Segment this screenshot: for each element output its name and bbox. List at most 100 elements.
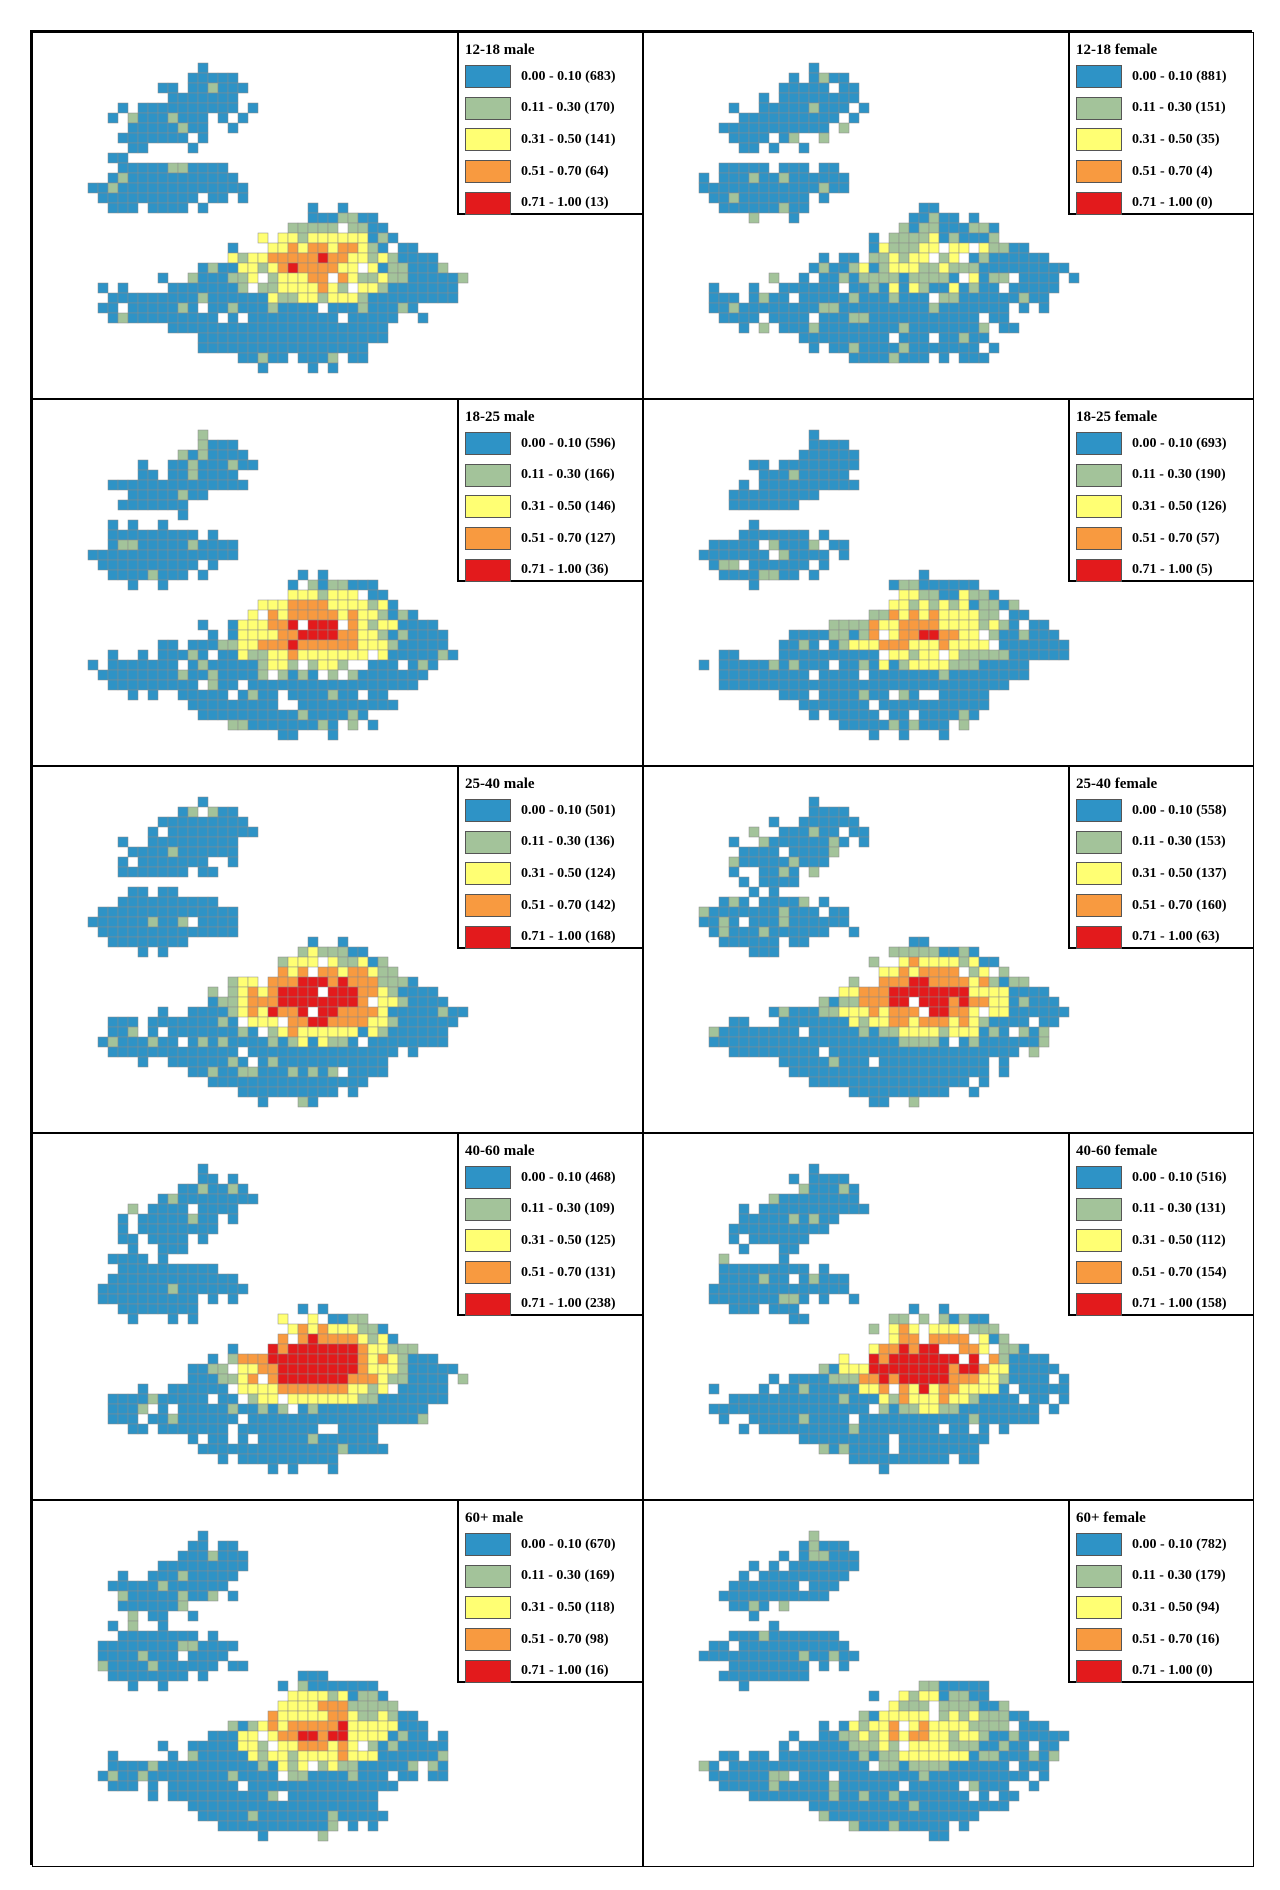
- map-cell-class-1: [397, 302, 409, 314]
- map-cell-class-0: [157, 1590, 169, 1602]
- map-cell-class-0: [828, 1036, 840, 1048]
- map-cell-class-0: [938, 212, 950, 224]
- map-cell-class-3: [968, 1373, 980, 1385]
- legend-range: 0.11 - 0.30: [1132, 467, 1192, 483]
- map-cell-class-0: [187, 1560, 199, 1572]
- map-cell-class-2: [267, 1750, 279, 1762]
- legend: 18-25 male 0.00 - 0.10 (596) 0.11 - 0.30 …: [457, 400, 642, 582]
- map-cell-class-0: [888, 579, 900, 591]
- map-cell-class-0: [387, 302, 399, 314]
- map-cell-class-1: [718, 916, 730, 928]
- map-cell-class-0: [938, 709, 950, 721]
- map-cell-class-0: [327, 322, 339, 334]
- map-cell-class-2: [297, 282, 309, 294]
- map-cell-class-2: [928, 956, 940, 968]
- map-cell-class-3: [297, 1383, 309, 1395]
- map-cell-class-0: [217, 1383, 229, 1395]
- map-cell-class-0: [988, 1730, 1000, 1742]
- map-cell-class-2: [978, 1343, 990, 1355]
- map-cell-class-0: [1018, 1403, 1030, 1415]
- map-cell-class-2: [227, 252, 239, 264]
- map-cell-class-0: [137, 1383, 149, 1395]
- map-cell-class-0: [307, 1680, 319, 1692]
- map-cell-class-0: [157, 1560, 169, 1572]
- map-cell-class-1: [1018, 996, 1030, 1008]
- map-cell-class-0: [217, 1046, 229, 1058]
- map-cell-class-0: [187, 1650, 199, 1662]
- map-cell-class-0: [327, 1443, 339, 1455]
- map-cell-class-0: [217, 1750, 229, 1762]
- map-cell-class-0: [998, 629, 1010, 641]
- map-cell-class-0: [437, 1016, 449, 1028]
- map-cell-class-0: [317, 1413, 329, 1425]
- map-cell-class-0: [347, 1036, 359, 1048]
- map-cell-class-3: [267, 1710, 279, 1722]
- map-cell-class-0: [868, 729, 880, 741]
- map-cell-class-0: [167, 1770, 179, 1782]
- map-cell-class-2: [247, 1383, 259, 1395]
- map-cell-class-0: [868, 1423, 880, 1435]
- map-cell-class-4: [267, 1343, 279, 1355]
- map-cell-class-0: [978, 1036, 990, 1048]
- map-cell-class-0: [227, 1590, 239, 1602]
- map-cell-class-0: [718, 679, 730, 691]
- map-cell-class-3: [898, 1393, 910, 1405]
- map-cell-class-0: [768, 499, 780, 511]
- map-cell-class-0: [758, 1770, 770, 1782]
- map-cell-class-2: [347, 1740, 359, 1752]
- map-cell-class-0: [237, 689, 249, 701]
- map-cell-class-0: [1008, 1710, 1020, 1722]
- legend-range: 0.71 - 1.00: [521, 929, 582, 945]
- map-cell-class-0: [207, 1203, 219, 1215]
- map-cell-class-0: [117, 182, 129, 194]
- map-cell-class-2: [287, 1740, 299, 1752]
- map-cell-class-0: [738, 1580, 750, 1592]
- map-cell-class-0: [918, 1423, 930, 1435]
- map-cell-class-0: [948, 222, 960, 234]
- map-cell-class-4: [868, 1363, 880, 1375]
- map-cell-class-0: [117, 936, 129, 948]
- map-cell-class-1: [898, 1403, 910, 1415]
- legend-row: 0.31 - 0.50 (118): [465, 1592, 636, 1624]
- map-cell-class-4: [307, 629, 319, 641]
- map-cell-class-3: [898, 1016, 910, 1028]
- map-cell-class-0: [267, 1423, 279, 1435]
- legend-row: 0.11 - 0.30 (170): [465, 93, 636, 125]
- map-cell-class-0: [968, 322, 980, 334]
- map-cell-class-3: [327, 1016, 339, 1028]
- map-cell-class-0: [928, 1820, 940, 1832]
- map-cell-class-0: [868, 1770, 880, 1782]
- map-cell-class-0: [848, 302, 860, 314]
- map-cell-class-1: [307, 1066, 319, 1078]
- map-cell-class-3: [247, 1006, 259, 1018]
- map-cell-class-3: [297, 599, 309, 611]
- map-cell-class-3: [928, 966, 940, 978]
- map-cell-class-0: [227, 1343, 239, 1355]
- map-cell-class-2: [367, 1363, 379, 1375]
- map-cell-class-0: [377, 1443, 389, 1455]
- legend-row: 0.11 - 0.30 (169): [465, 1561, 636, 1593]
- map-cell-class-0: [818, 1630, 830, 1642]
- map-cell-class-3: [978, 996, 990, 1008]
- map-cell-class-0: [918, 332, 930, 344]
- map-cell-class-0: [177, 806, 189, 818]
- map-cell-class-0: [207, 1580, 219, 1592]
- map-cell-class-0: [728, 1670, 740, 1682]
- map-cell-class-0: [167, 102, 179, 114]
- map-cell-class-0: [1008, 609, 1020, 621]
- map-cell-class-0: [988, 1413, 1000, 1425]
- map-cell-class-0: [828, 1203, 840, 1215]
- map-cell-class-2: [888, 252, 900, 264]
- map-cell-class-1: [808, 102, 820, 114]
- map-cell-class-0: [998, 1066, 1010, 1078]
- map-cell-class-0: [427, 1353, 439, 1365]
- legend-count: (170): [584, 100, 615, 116]
- map-cell-class-0: [778, 826, 790, 838]
- map-cell-class-1: [327, 1066, 339, 1078]
- map-cell-class-1: [818, 1550, 830, 1562]
- map-cell-class-2: [237, 1730, 249, 1742]
- map-cell-class-0: [778, 1650, 790, 1662]
- map-cell-class-3: [918, 619, 930, 631]
- choropleth-map: [708, 1163, 1070, 1475]
- map-cell-class-0: [758, 92, 770, 104]
